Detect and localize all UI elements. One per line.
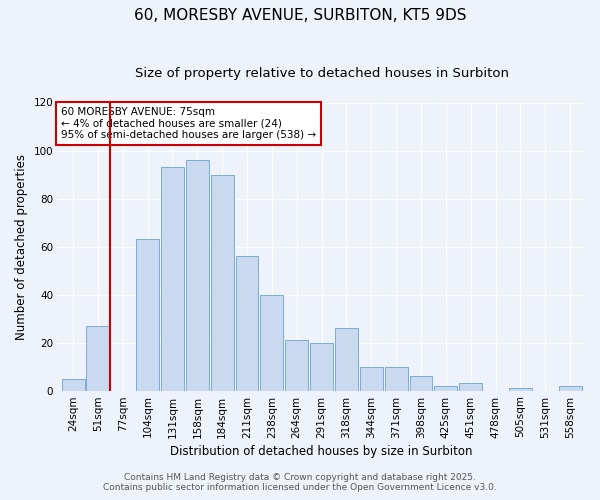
Bar bbox=[509, 388, 532, 390]
Bar bbox=[136, 240, 159, 390]
Bar bbox=[186, 160, 209, 390]
Bar bbox=[310, 342, 333, 390]
X-axis label: Distribution of detached houses by size in Surbiton: Distribution of detached houses by size … bbox=[170, 444, 473, 458]
Bar bbox=[286, 340, 308, 390]
Bar bbox=[161, 168, 184, 390]
Bar bbox=[385, 366, 407, 390]
Bar bbox=[559, 386, 581, 390]
Bar bbox=[236, 256, 259, 390]
Text: 60, MORESBY AVENUE, SURBITON, KT5 9DS: 60, MORESBY AVENUE, SURBITON, KT5 9DS bbox=[134, 8, 466, 22]
Bar bbox=[260, 294, 283, 390]
Y-axis label: Number of detached properties: Number of detached properties bbox=[15, 154, 28, 340]
Bar bbox=[360, 366, 383, 390]
Bar bbox=[434, 386, 457, 390]
Text: 60 MORESBY AVENUE: 75sqm
← 4% of detached houses are smaller (24)
95% of semi-de: 60 MORESBY AVENUE: 75sqm ← 4% of detache… bbox=[61, 107, 316, 140]
Bar bbox=[62, 378, 85, 390]
Bar bbox=[410, 376, 433, 390]
Title: Size of property relative to detached houses in Surbiton: Size of property relative to detached ho… bbox=[134, 68, 509, 80]
Bar bbox=[459, 384, 482, 390]
Bar bbox=[335, 328, 358, 390]
Text: Contains HM Land Registry data © Crown copyright and database right 2025.
Contai: Contains HM Land Registry data © Crown c… bbox=[103, 473, 497, 492]
Bar bbox=[211, 174, 233, 390]
Bar bbox=[86, 326, 109, 390]
